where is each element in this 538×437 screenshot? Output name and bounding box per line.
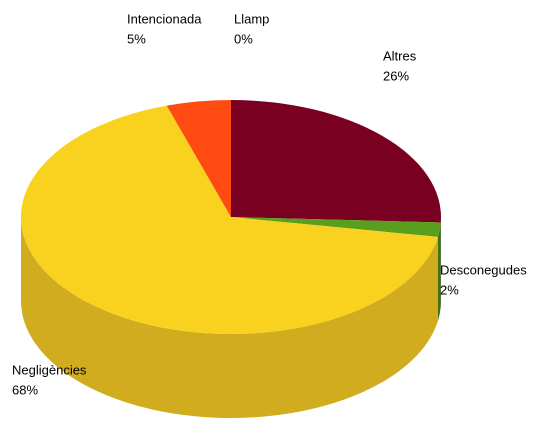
slice-label: Llamp: [234, 11, 269, 26]
slice-label: Altres: [383, 48, 417, 63]
slice-value-label: 26%: [383, 68, 409, 83]
slice-value-label: 0%: [234, 31, 253, 46]
slice-label: Desconegudes: [440, 262, 527, 277]
slice-label: Intencionada: [127, 11, 202, 26]
slice: [231, 100, 441, 222]
slice-label: Negligències: [12, 362, 87, 377]
slice-value-label: 5%: [127, 31, 146, 46]
slice-value-label: 2%: [440, 282, 459, 297]
slice-value-label: 68%: [12, 382, 38, 397]
